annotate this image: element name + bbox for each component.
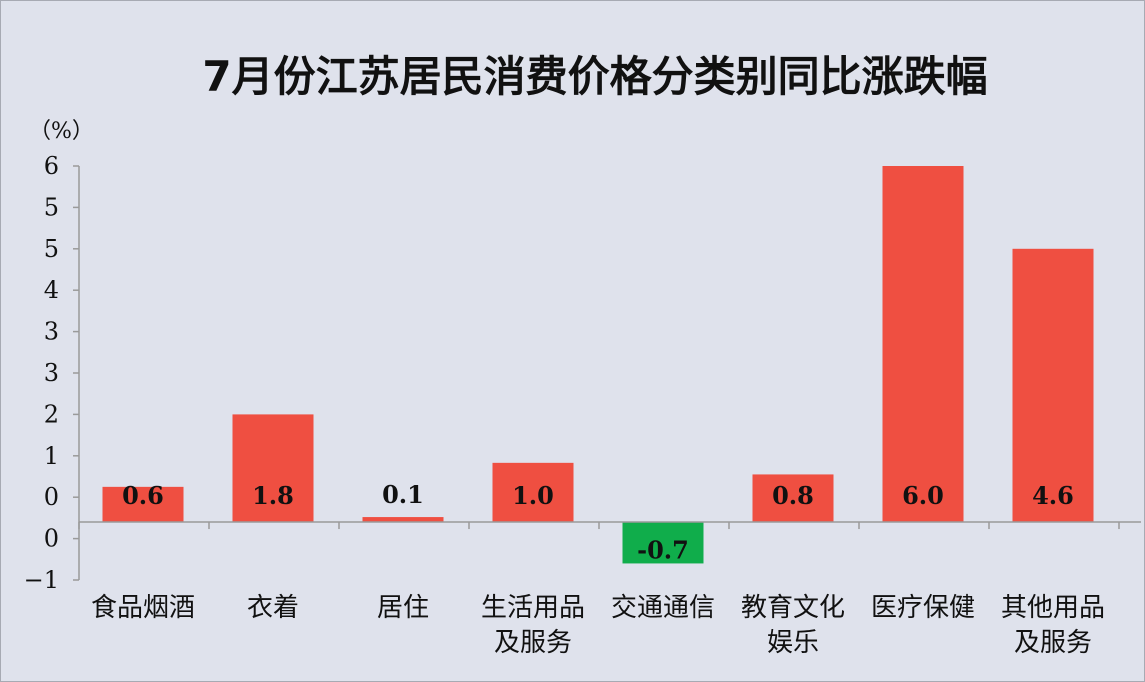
bar	[362, 517, 444, 523]
bar	[232, 414, 314, 523]
chart-title: 7月份江苏居民消费价格分类别同比涨跌幅	[202, 52, 987, 101]
y-tick-label: 3	[44, 359, 59, 387]
bar	[752, 474, 834, 523]
y-tick-label: 0	[44, 483, 59, 511]
unit-label: （%）	[29, 119, 94, 144]
category-label: 生活用品	[481, 593, 585, 623]
category-label: 医疗保健	[871, 593, 975, 623]
y-tick-label: 1	[44, 442, 59, 470]
data-label: 4.6	[1032, 481, 1074, 510]
zero-line	[78, 521, 1141, 530]
data-label: 1.8	[252, 481, 294, 510]
data-label: 1.0	[512, 481, 554, 510]
y-tick-label: 5	[44, 193, 59, 221]
bar	[492, 462, 574, 523]
bar	[622, 522, 704, 564]
data-label: 0.8	[772, 481, 814, 510]
bar	[1012, 248, 1094, 523]
data-label: 0.1	[382, 480, 424, 509]
category-label: 娱乐	[767, 628, 819, 658]
category-label: 教育文化	[741, 593, 845, 623]
category-label: 及服务	[1014, 628, 1092, 658]
bars	[102, 166, 1094, 564]
y-tick-label: 4	[44, 276, 59, 304]
data-label: 0.6	[122, 481, 164, 510]
y-tick-label: −1	[24, 566, 59, 594]
y-axis: 6 5 5 4 3 3 2 1 0 0 −1	[24, 152, 80, 594]
y-tick-label: 6	[44, 152, 59, 180]
category-label: 居住	[377, 593, 429, 623]
bar	[882, 166, 964, 523]
bar	[102, 486, 184, 523]
category-label: 交通通信	[611, 593, 715, 623]
category-label: 衣着	[247, 593, 299, 623]
data-label: 6.0	[902, 481, 944, 510]
y-tick-label: 5	[44, 235, 59, 263]
category-label: 其他用品	[1001, 593, 1105, 623]
category-label: 食品烟酒	[91, 593, 195, 623]
data-label: -0.7	[637, 535, 689, 564]
data-labels: 0.6 1.8 0.1 1.0 -0.7 0.8 6.0 4.6	[122, 480, 1074, 564]
y-tick-label: 2	[44, 400, 59, 428]
y-tick-label: 0	[44, 525, 59, 553]
category-label: 及服务	[494, 628, 572, 658]
y-tick-label: 3	[44, 318, 59, 346]
